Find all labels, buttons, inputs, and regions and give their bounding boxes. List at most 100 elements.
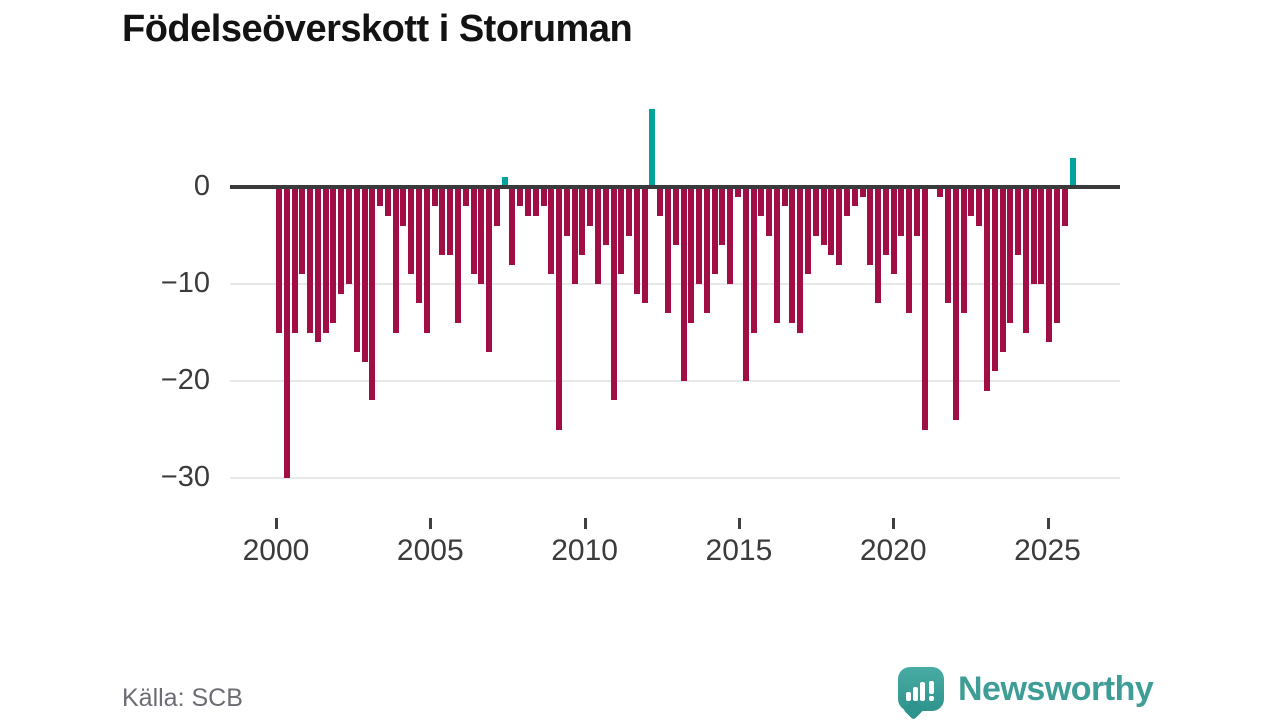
bar — [618, 187, 624, 275]
y-gridline — [230, 380, 1120, 382]
bar — [463, 187, 469, 207]
bar — [369, 187, 375, 401]
bar — [439, 187, 445, 255]
bar — [844, 187, 850, 217]
bar — [517, 187, 523, 207]
bar — [797, 187, 803, 333]
bar — [1031, 187, 1037, 284]
bar — [626, 187, 632, 236]
bar — [595, 187, 601, 284]
bar — [735, 187, 741, 197]
bar — [385, 187, 391, 217]
bar — [914, 187, 920, 236]
bar — [556, 187, 562, 430]
bar — [673, 187, 679, 246]
source-attribution: Källa: SCB — [122, 684, 243, 712]
bar — [1070, 157, 1076, 187]
bar — [362, 187, 368, 362]
bar — [284, 187, 290, 478]
bar — [330, 187, 336, 323]
bar — [1015, 187, 1021, 255]
bar — [377, 187, 383, 207]
x-axis-tick-label: 2015 — [705, 534, 773, 567]
bar — [494, 187, 500, 226]
bar — [992, 187, 998, 372]
bar — [774, 187, 780, 323]
bar — [587, 187, 593, 226]
bar — [307, 187, 313, 333]
bar — [564, 187, 570, 236]
bar — [976, 187, 982, 226]
bar — [1038, 187, 1044, 284]
bar — [712, 187, 718, 275]
bar — [665, 187, 671, 314]
brand-logo: Newsworthy — [898, 662, 1154, 720]
bar — [525, 187, 531, 217]
speech-bubble-bar-chart-icon — [898, 667, 944, 720]
y-axis-tick-label: −10 — [160, 267, 210, 299]
bar — [751, 187, 757, 333]
bar — [541, 187, 547, 207]
x-axis-tick — [737, 518, 741, 529]
bar — [688, 187, 694, 323]
bar — [502, 177, 508, 187]
x-axis-line — [230, 185, 1120, 189]
x-axis-tick-label: 2000 — [242, 534, 310, 567]
bar — [922, 187, 928, 430]
x-axis-tick-label: 2010 — [551, 534, 618, 567]
x-axis-tick — [583, 518, 587, 529]
bar — [766, 187, 772, 236]
bar — [860, 187, 866, 197]
bar — [758, 187, 764, 217]
bar — [634, 187, 640, 294]
bar — [1023, 187, 1029, 333]
bar — [509, 187, 515, 265]
bar — [813, 187, 819, 236]
bar — [681, 187, 687, 381]
bar — [408, 187, 414, 275]
bar — [299, 187, 305, 275]
bar — [572, 187, 578, 284]
y-gridline — [230, 283, 1120, 285]
bar — [984, 187, 990, 391]
bar — [743, 187, 749, 381]
bar — [649, 109, 655, 187]
bar — [1054, 187, 1060, 323]
bar — [400, 187, 406, 226]
bar — [486, 187, 492, 352]
bar — [471, 187, 477, 275]
bar — [478, 187, 484, 284]
bar — [875, 187, 881, 304]
bar — [968, 187, 974, 217]
bar — [836, 187, 842, 265]
x-axis-tick — [892, 518, 896, 529]
bar — [657, 187, 663, 217]
bar — [416, 187, 422, 304]
bar — [867, 187, 873, 265]
brand-name: Newsworthy — [958, 669, 1154, 708]
y-gridline — [230, 477, 1120, 479]
y-axis-tick-label: −30 — [160, 461, 210, 493]
bar — [828, 187, 834, 255]
x-axis-tick-label: 2020 — [859, 534, 927, 567]
y-axis-tick-label: −20 — [160, 364, 210, 396]
bar — [719, 187, 725, 246]
bar — [1062, 187, 1068, 226]
x-axis-tick-label: 2005 — [396, 534, 464, 567]
bar — [789, 187, 795, 323]
bar — [276, 187, 282, 333]
bar — [898, 187, 904, 236]
bar — [533, 187, 539, 217]
x-axis-tick — [275, 518, 278, 529]
bar — [1007, 187, 1013, 323]
bar — [727, 187, 733, 284]
bar — [579, 187, 585, 255]
bar — [455, 187, 461, 323]
bar — [782, 187, 788, 207]
bar — [696, 187, 702, 284]
y-axis-tick-label: 0 — [193, 170, 210, 202]
bar — [945, 187, 951, 304]
bar — [821, 187, 827, 246]
bar — [805, 187, 811, 275]
